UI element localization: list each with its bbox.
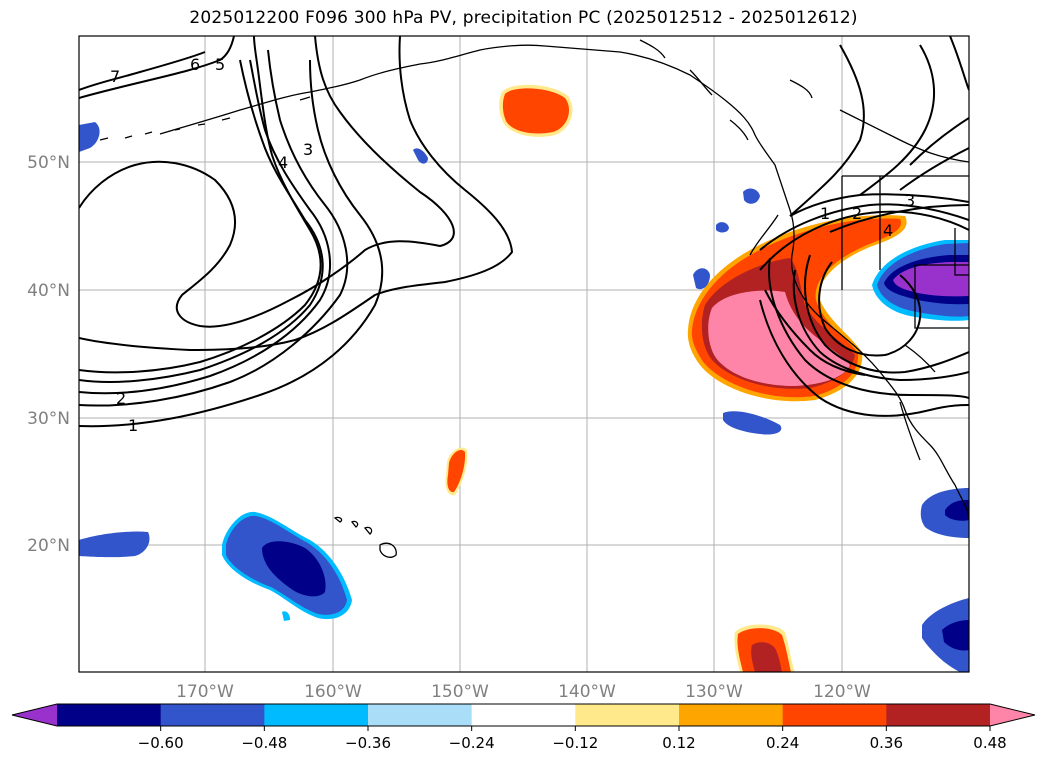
colorbar-segment (575, 704, 680, 726)
colorbar-segment (368, 704, 473, 726)
small-islands (99, 96, 311, 141)
contour-labels: 7 6 5 4 3 2 1 1 2 3 4 (110, 55, 915, 435)
contour-label-3b: 3 (905, 191, 915, 210)
contour-label-7: 7 (110, 67, 120, 86)
colorbar-extend-high (990, 704, 1035, 726)
colorbar-segment (782, 704, 887, 726)
colorbar-tick-label: −0.12 (552, 734, 598, 752)
colorbar-segment (679, 704, 784, 726)
colorbar-tick-label: 0.48 (973, 734, 1006, 752)
contour-label-2: 2 (116, 389, 126, 408)
lat-label-20: 20°N (27, 536, 70, 556)
colorbar-segment (264, 704, 369, 726)
map-frame (78, 35, 970, 673)
colorbar-segment (471, 704, 576, 726)
map-title: 2025012200 F096 300 hPa PV, precipitatio… (189, 8, 858, 28)
colorbar-segment (160, 704, 265, 726)
longitude-labels: 170°W 160°W 150°W 140°W 130°W 120°W (176, 682, 871, 702)
colorbar-tick-label: 0.12 (662, 734, 695, 752)
contour-label-4b: 4 (883, 221, 893, 240)
lon-label-130w: 130°W (685, 682, 743, 702)
contour-label-6: 6 (190, 55, 200, 74)
contour-label-1b: 1 (820, 204, 830, 223)
lat-label-40: 40°N (27, 281, 70, 301)
contour-label-3: 3 (303, 140, 313, 159)
colorbar-segment (886, 704, 991, 726)
contour-label-5: 5 (215, 55, 225, 74)
colorbar-outline (11, 703, 1036, 727)
lon-label-160w: 160°W (304, 682, 362, 702)
latitude-labels: 50°N 40°N 30°N 20°N (27, 153, 70, 556)
colorbar-tick-label: 0.36 (870, 734, 903, 752)
lon-label-150w: 150°W (431, 682, 489, 702)
contour-label-4: 4 (278, 153, 288, 172)
contour-label-2b: 2 (852, 204, 862, 223)
map-area: 7 6 5 4 3 2 1 1 2 3 4 (79, 36, 969, 672)
coastlines (159, 39, 969, 558)
colorbar-tick-label: −0.36 (345, 734, 391, 752)
colorbar-extend-low (12, 704, 57, 726)
contour-label-1: 1 (128, 416, 138, 435)
colorbar-tick-label: 0.24 (766, 734, 799, 752)
lat-label-30: 30°N (27, 409, 70, 429)
pv-contours (79, 36, 969, 428)
colorbar-tick-label: −0.24 (449, 734, 495, 752)
lat-label-50: 50°N (27, 153, 70, 173)
lon-label-120w: 120°W (813, 682, 871, 702)
colorbar-tick-label: −0.48 (241, 734, 287, 752)
colorbar-segment (57, 704, 162, 726)
lon-label-140w: 140°W (558, 682, 616, 702)
precip-negative (79, 122, 969, 672)
colorbar-tick-label: −0.60 (138, 734, 184, 752)
lon-label-170w: 170°W (176, 682, 234, 702)
colorbar: −0.60 −0.48 −0.36 −0.24 −0.12 0.12 0.24 0.36 0.4… (11, 703, 1036, 752)
